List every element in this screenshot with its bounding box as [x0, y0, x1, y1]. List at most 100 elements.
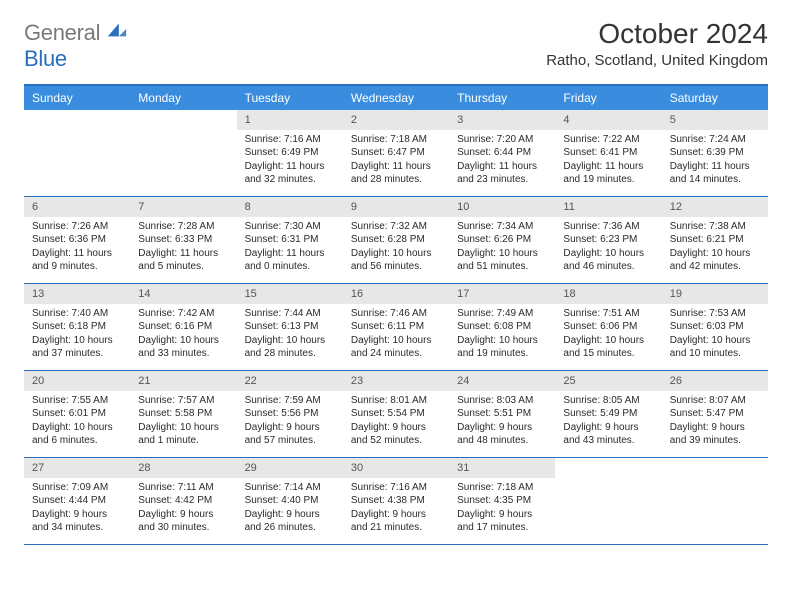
month-title: October 2024 — [546, 18, 768, 50]
sunset-line: Sunset: 6:39 PM — [670, 146, 760, 160]
sunset-line: Sunset: 5:47 PM — [670, 407, 760, 421]
daylight-line: Daylight: 10 hours and 28 minutes. — [245, 334, 335, 361]
sunset-line: Sunset: 6:44 PM — [457, 146, 547, 160]
daylight-line: Daylight: 10 hours and 46 minutes. — [563, 247, 653, 274]
day-cell-empty — [555, 458, 661, 544]
sunrise-line: Sunrise: 7:57 AM — [138, 394, 228, 408]
day-body: Sunrise: 7:36 AMSunset: 6:23 PMDaylight:… — [555, 217, 661, 280]
week-row: 6Sunrise: 7:26 AMSunset: 6:36 PMDaylight… — [24, 197, 768, 284]
week-row: 13Sunrise: 7:40 AMSunset: 6:18 PMDayligh… — [24, 284, 768, 371]
day-body: Sunrise: 7:18 AMSunset: 6:47 PMDaylight:… — [343, 130, 449, 193]
sunrise-line: Sunrise: 7:18 AM — [457, 481, 547, 495]
dow-friday: Friday — [555, 86, 661, 110]
sunrise-line: Sunrise: 7:16 AM — [351, 481, 441, 495]
day-number: 25 — [555, 371, 661, 391]
day-body: Sunrise: 7:16 AMSunset: 6:49 PMDaylight:… — [237, 130, 343, 193]
sunset-line: Sunset: 5:49 PM — [563, 407, 653, 421]
sunset-line: Sunset: 6:31 PM — [245, 233, 335, 247]
day-cell-3: 3Sunrise: 7:20 AMSunset: 6:44 PMDaylight… — [449, 110, 555, 196]
day-number: 2 — [343, 110, 449, 130]
day-number: 27 — [24, 458, 130, 478]
day-cell-12: 12Sunrise: 7:38 AMSunset: 6:21 PMDayligh… — [662, 197, 768, 283]
sunrise-line: Sunrise: 7:22 AM — [563, 133, 653, 147]
dow-monday: Monday — [130, 86, 236, 110]
week-row: 27Sunrise: 7:09 AMSunset: 4:44 PMDayligh… — [24, 458, 768, 545]
day-of-week-row: SundayMondayTuesdayWednesdayThursdayFrid… — [24, 86, 768, 110]
daylight-line: Daylight: 10 hours and 1 minute. — [138, 421, 228, 448]
sunset-line: Sunset: 6:41 PM — [563, 146, 653, 160]
day-cell-11: 11Sunrise: 7:36 AMSunset: 6:23 PMDayligh… — [555, 197, 661, 283]
sunrise-line: Sunrise: 7:38 AM — [670, 220, 760, 234]
day-body: Sunrise: 7:53 AMSunset: 6:03 PMDaylight:… — [662, 304, 768, 367]
sunset-line: Sunset: 6:18 PM — [32, 320, 122, 334]
sunrise-line: Sunrise: 7:16 AM — [245, 133, 335, 147]
day-body: Sunrise: 7:32 AMSunset: 6:28 PMDaylight:… — [343, 217, 449, 280]
day-cell-1: 1Sunrise: 7:16 AMSunset: 6:49 PMDaylight… — [237, 110, 343, 196]
sunrise-line: Sunrise: 7:11 AM — [138, 481, 228, 495]
day-number: 5 — [662, 110, 768, 130]
day-number: 30 — [343, 458, 449, 478]
sunset-line: Sunset: 5:51 PM — [457, 407, 547, 421]
daylight-line: Daylight: 10 hours and 15 minutes. — [563, 334, 653, 361]
day-number: 3 — [449, 110, 555, 130]
sunrise-line: Sunrise: 8:03 AM — [457, 394, 547, 408]
day-number: 26 — [662, 371, 768, 391]
day-cell-4: 4Sunrise: 7:22 AMSunset: 6:41 PMDaylight… — [555, 110, 661, 196]
day-cell-31: 31Sunrise: 7:18 AMSunset: 4:35 PMDayligh… — [449, 458, 555, 544]
day-number: 4 — [555, 110, 661, 130]
dow-sunday: Sunday — [24, 86, 130, 110]
sunset-line: Sunset: 6:11 PM — [351, 320, 441, 334]
day-body: Sunrise: 7:55 AMSunset: 6:01 PMDaylight:… — [24, 391, 130, 454]
sunset-line: Sunset: 6:08 PM — [457, 320, 547, 334]
day-number: 19 — [662, 284, 768, 304]
day-cell-8: 8Sunrise: 7:30 AMSunset: 6:31 PMDaylight… — [237, 197, 343, 283]
day-body: Sunrise: 7:30 AMSunset: 6:31 PMDaylight:… — [237, 217, 343, 280]
daylight-line: Daylight: 9 hours and 34 minutes. — [32, 508, 122, 535]
sunset-line: Sunset: 6:26 PM — [457, 233, 547, 247]
daylight-line: Daylight: 9 hours and 43 minutes. — [563, 421, 653, 448]
day-body: Sunrise: 8:03 AMSunset: 5:51 PMDaylight:… — [449, 391, 555, 454]
day-number: 6 — [24, 197, 130, 217]
dow-wednesday: Wednesday — [343, 86, 449, 110]
day-number: 1 — [237, 110, 343, 130]
day-cell-empty — [662, 458, 768, 544]
sunrise-line: Sunrise: 7:30 AM — [245, 220, 335, 234]
day-body: Sunrise: 7:28 AMSunset: 6:33 PMDaylight:… — [130, 217, 236, 280]
daylight-line: Daylight: 9 hours and 57 minutes. — [245, 421, 335, 448]
daylight-line: Daylight: 10 hours and 37 minutes. — [32, 334, 122, 361]
sunrise-line: Sunrise: 8:07 AM — [670, 394, 760, 408]
brand-word-2: Blue — [24, 46, 67, 71]
daylight-line: Daylight: 11 hours and 5 minutes. — [138, 247, 228, 274]
sunrise-line: Sunrise: 7:20 AM — [457, 133, 547, 147]
sunset-line: Sunset: 6:21 PM — [670, 233, 760, 247]
header: General Blue October 2024 Ratho, Scotlan… — [24, 18, 768, 72]
sunset-line: Sunset: 6:49 PM — [245, 146, 335, 160]
day-body: Sunrise: 7:14 AMSunset: 4:40 PMDaylight:… — [237, 478, 343, 541]
day-body: Sunrise: 7:57 AMSunset: 5:58 PMDaylight:… — [130, 391, 236, 454]
weeks-container: 1Sunrise: 7:16 AMSunset: 6:49 PMDaylight… — [24, 110, 768, 545]
brand-word-1: General — [24, 20, 100, 45]
day-cell-17: 17Sunrise: 7:49 AMSunset: 6:08 PMDayligh… — [449, 284, 555, 370]
day-body: Sunrise: 7:20 AMSunset: 6:44 PMDaylight:… — [449, 130, 555, 193]
day-cell-28: 28Sunrise: 7:11 AMSunset: 4:42 PMDayligh… — [130, 458, 236, 544]
day-number: 12 — [662, 197, 768, 217]
day-body: Sunrise: 7:38 AMSunset: 6:21 PMDaylight:… — [662, 217, 768, 280]
sunset-line: Sunset: 6:33 PM — [138, 233, 228, 247]
day-cell-30: 30Sunrise: 7:16 AMSunset: 4:38 PMDayligh… — [343, 458, 449, 544]
day-body: Sunrise: 7:16 AMSunset: 4:38 PMDaylight:… — [343, 478, 449, 541]
sunrise-line: Sunrise: 7:51 AM — [563, 307, 653, 321]
sunset-line: Sunset: 6:28 PM — [351, 233, 441, 247]
sunset-line: Sunset: 6:13 PM — [245, 320, 335, 334]
day-number: 10 — [449, 197, 555, 217]
sunrise-line: Sunrise: 8:01 AM — [351, 394, 441, 408]
day-body: Sunrise: 7:49 AMSunset: 6:08 PMDaylight:… — [449, 304, 555, 367]
sunrise-line: Sunrise: 7:55 AM — [32, 394, 122, 408]
daylight-line: Daylight: 10 hours and 6 minutes. — [32, 421, 122, 448]
sunset-line: Sunset: 6:23 PM — [563, 233, 653, 247]
sunrise-line: Sunrise: 7:24 AM — [670, 133, 760, 147]
day-number: 18 — [555, 284, 661, 304]
day-body: Sunrise: 7:40 AMSunset: 6:18 PMDaylight:… — [24, 304, 130, 367]
dow-saturday: Saturday — [662, 86, 768, 110]
daylight-line: Daylight: 10 hours and 33 minutes. — [138, 334, 228, 361]
dow-tuesday: Tuesday — [237, 86, 343, 110]
